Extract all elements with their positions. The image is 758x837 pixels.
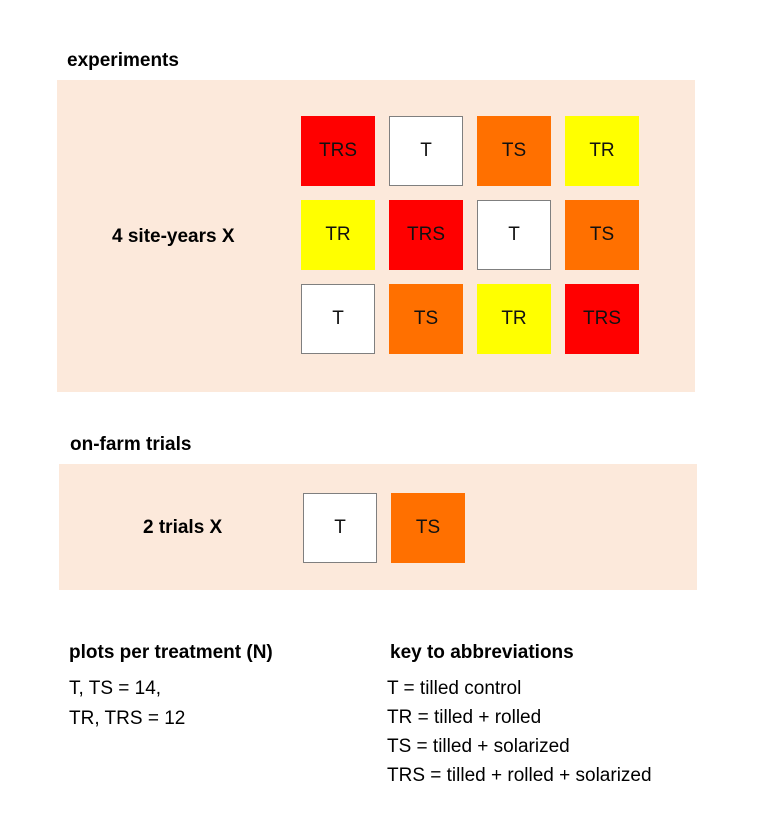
treatment-cell-ts: TS <box>391 493 465 563</box>
treatment-cell-tr: TR <box>565 116 639 186</box>
key-line: TRS = tilled + rolled + solarized <box>387 765 652 786</box>
treatment-cell-trs: TRS <box>301 116 375 186</box>
key-heading: key to abbreviations <box>390 642 574 663</box>
plots-line: T, TS = 14, <box>69 678 162 699</box>
treatment-cell-ts: TS <box>389 284 463 354</box>
on-farm-row-label: 2 trials X <box>143 517 223 538</box>
treatment-cell-t: T <box>389 116 463 186</box>
treatment-cell-tr: TR <box>301 200 375 270</box>
plots-line: TR, TRS = 12 <box>69 708 186 729</box>
on-farm-heading: on-farm trials <box>70 434 192 455</box>
treatment-cell-t: T <box>477 200 551 270</box>
plots-heading: plots per treatment (N) <box>69 642 273 663</box>
treatment-cell-tr: TR <box>477 284 551 354</box>
treatment-cell-trs: TRS <box>565 284 639 354</box>
on-farm-panel <box>59 464 697 590</box>
experiments-row-label: 4 site-years X <box>112 226 235 247</box>
key-line: TR = tilled + rolled <box>387 707 542 728</box>
treatment-cell-t: T <box>301 284 375 354</box>
experiments-heading: experiments <box>67 50 179 71</box>
treatment-cell-trs: TRS <box>389 200 463 270</box>
key-line: T = tilled control <box>387 678 522 699</box>
treatment-cell-t: T <box>303 493 377 563</box>
treatment-cell-ts: TS <box>565 200 639 270</box>
treatment-cell-ts: TS <box>477 116 551 186</box>
key-line: TS = tilled + solarized <box>387 736 570 757</box>
